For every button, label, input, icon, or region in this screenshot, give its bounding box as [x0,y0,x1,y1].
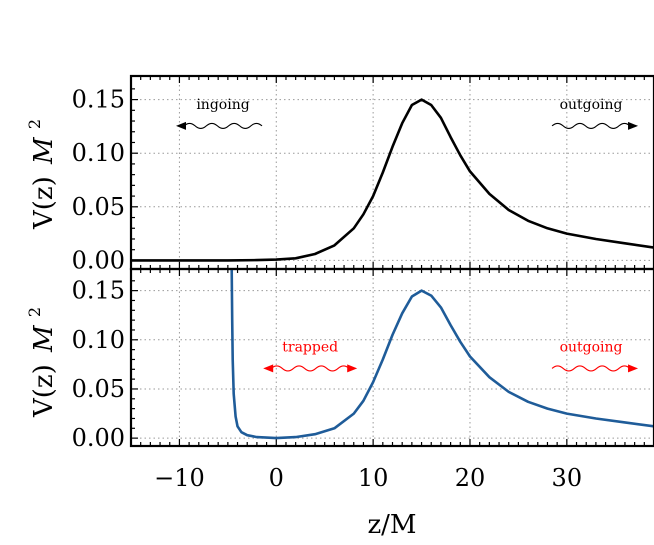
bottom-annotation-trapped: trapped [263,339,358,373]
x-tick-label: 10 [358,464,389,492]
top-annotation-label: ingoing [196,97,249,113]
bottom-panel: 0.00 0.05 0.10 0.15 −10 0 10 20 30 trapped outgoin… [72,267,654,492]
x-tick-label: 0 [269,464,284,492]
top-y-axis-label: V(z) M 2 [25,119,59,230]
top-series-line-0 [131,98,654,262]
bottom-annotation-label: outgoing [560,339,623,355]
top-wavy-line [551,122,631,129]
bottom-wavy-line [551,365,631,372]
bottom-annotation-label: trapped [282,339,338,355]
bottom-y-tick-label: 0.00 [72,424,125,452]
x-tick-label: 20 [455,464,486,492]
bottom-y-tick-label: 0.05 [72,375,125,403]
top-annotation-label: outgoing [560,97,623,113]
top-arrowhead-right [628,121,639,130]
bottom-annotation-outgoing: outgoing [551,339,639,373]
bottom-y-axis-label: V(z) M 2 [25,307,59,418]
top-annotation-ingoing: ingoing [176,97,263,130]
top-y-tick-label: 0.00 [72,246,125,274]
bottom-y-tick-label: 0.15 [72,277,125,305]
x-tick-label: 30 [552,464,583,492]
top-panel: 0.00 0.05 0.10 0.15 ingoing outgoing [72,74,654,274]
top-y-tick-label: 0.10 [72,139,125,167]
top-y-tick-label: 0.15 [72,86,125,114]
x-axis-label: z/M [367,510,416,540]
bottom-y-tick-label: 0.10 [72,326,125,354]
top-wavy-line [183,122,263,129]
bottom-arrowhead-right [628,364,639,373]
top-arrowhead-left [176,121,187,130]
bottom-wavy-line [270,365,350,372]
bottom-arrowhead-left [263,364,274,373]
top-annotation-outgoing: outgoing [551,97,639,130]
x-tick-label: −10 [154,464,205,492]
bottom-series-line-0 [230,269,654,440]
bottom-arrowhead-right [347,364,358,373]
bottom-plot-frame [129,267,654,448]
top-y-tick-label: 0.05 [72,193,125,221]
